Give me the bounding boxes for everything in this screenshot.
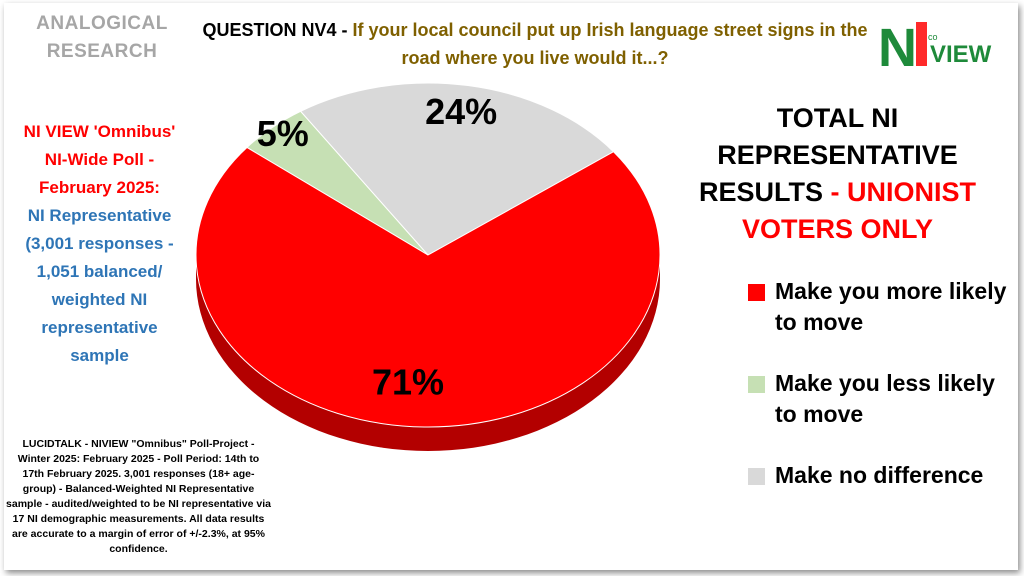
question-label: QUESTION NV4 -	[202, 20, 353, 40]
results-title: TOTAL NI REPRESENTATIVE RESULTS - UNIONI…	[660, 100, 1015, 248]
legend-item-2: Make no difference	[748, 460, 1018, 491]
pie-label-1: 5%	[257, 113, 309, 154]
legend-item-0: Make you more likely to move	[748, 276, 1018, 338]
pie-slice-0	[195, 146, 661, 428]
legend-label-0: Make you more likely to move	[775, 278, 1007, 335]
logo-view: VIEW	[930, 41, 992, 68]
question-heading: QUESTION NV4 - If your local council put…	[190, 16, 880, 72]
logo-small-text: co	[928, 32, 938, 42]
legend-swatch-1	[748, 376, 765, 393]
poll-sample: NI Representative (3,001 responses - 1,0…	[25, 206, 174, 365]
brand-name: ANALOGICAL RESEARCH	[22, 10, 182, 66]
results-title-subset: - UNIONIST VOTERS ONLY	[741, 177, 977, 244]
pie-slice-2	[299, 82, 615, 256]
brand-line-2: RESEARCH	[46, 41, 158, 62]
question-text: If your local council put up Irish langu…	[352, 20, 868, 68]
methodology-footnote: LUCIDTALK - NIVIEW "Omnibus" Poll-Projec…	[6, 438, 271, 555]
legend-label-1: Make you less likely to move	[775, 370, 995, 427]
results-title-main: TOTAL NI REPRESENTATIVE RESULTS	[698, 103, 958, 207]
chart-legend: Make you more likely to move Make you les…	[748, 276, 1018, 521]
niview-logo: N I co VIEW	[878, 18, 992, 72]
legend-swatch-2	[748, 468, 765, 485]
legend-item-1: Make you less likely to move	[748, 368, 1018, 430]
legend-label-2: Make no difference	[775, 462, 984, 488]
poll-description: NI VIEW 'Omnibus' NI-Wide Poll - Februar…	[12, 118, 187, 370]
logo-letter-i-bar	[916, 22, 927, 66]
pie-label-0: 71%	[372, 362, 444, 403]
legend-swatch-0	[748, 284, 765, 301]
logo-letter-n: N	[878, 18, 917, 72]
poll-name: NI VIEW 'Omnibus' NI-Wide Poll - Februar…	[23, 122, 176, 197]
brand-line-1: ANALOGICAL	[36, 13, 168, 34]
pie-label-2: 24%	[425, 91, 497, 132]
